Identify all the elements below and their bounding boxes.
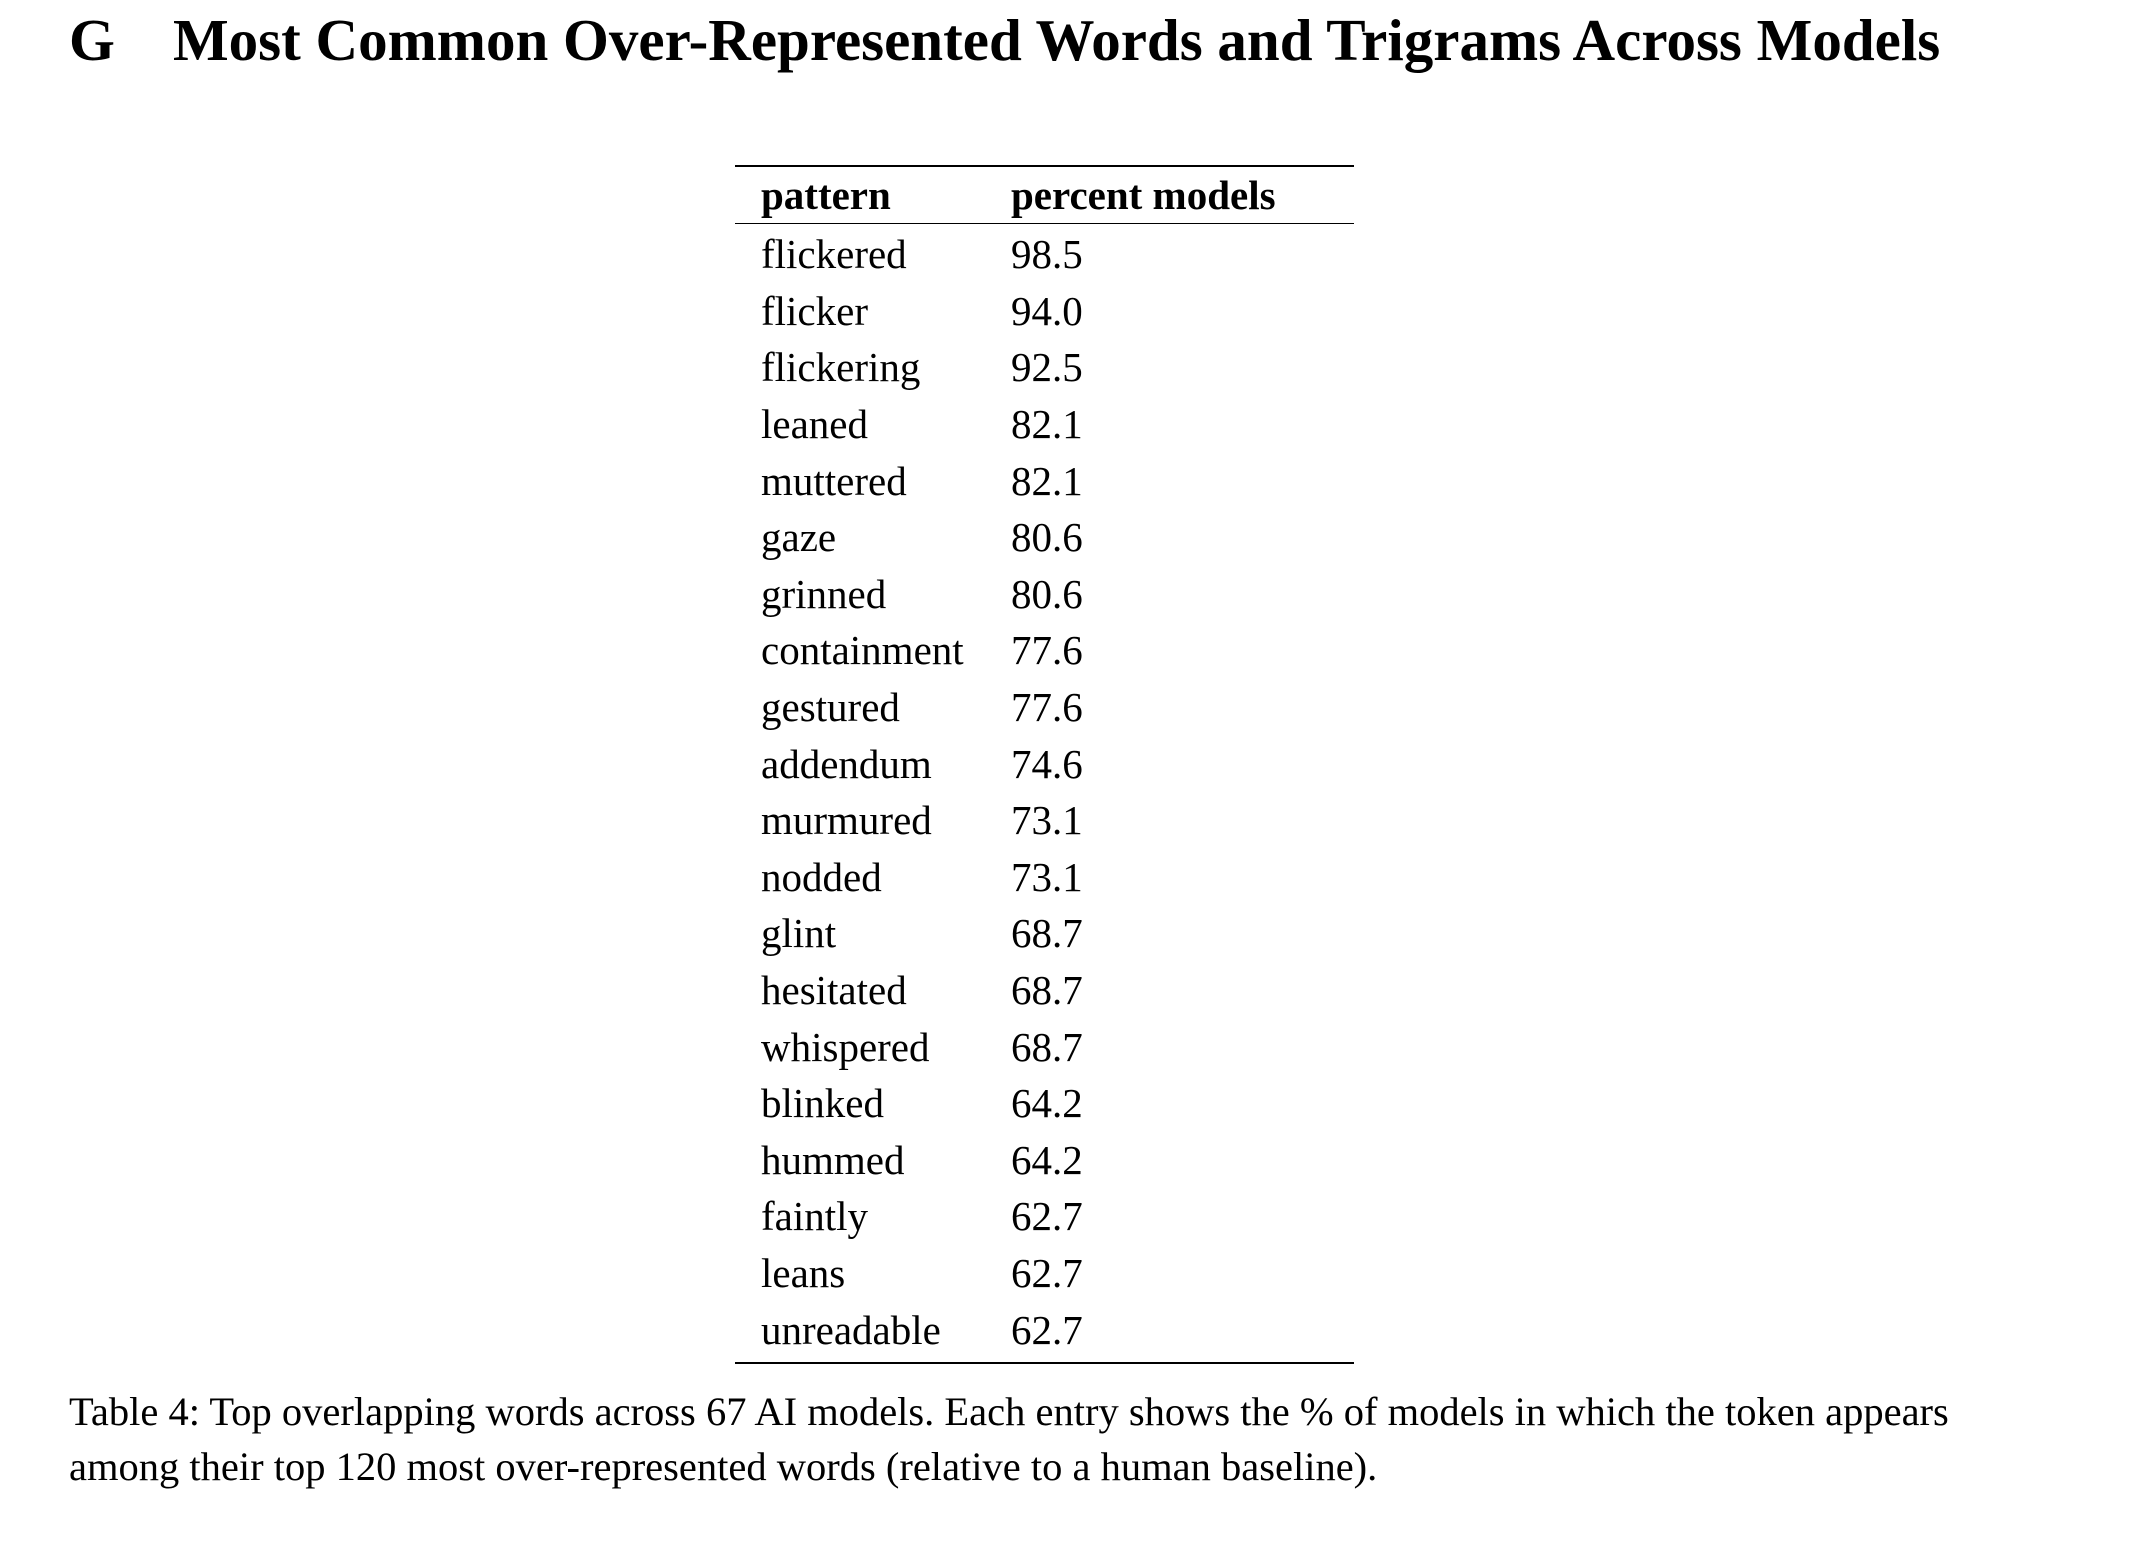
cell-percent: 73.1: [1011, 797, 1083, 844]
cell-pattern: whispered: [761, 1023, 930, 1070]
cell-pattern: leans: [761, 1249, 846, 1296]
cell-percent: 82.1: [1011, 457, 1083, 504]
cell-percent: 68.7: [1011, 910, 1083, 957]
table-row: hesitated 68.7: [735, 962, 1354, 1019]
table-row: gestured 77.6: [735, 679, 1354, 736]
table-row: faintly 62.7: [735, 1188, 1354, 1245]
cell-percent: 82.1: [1011, 401, 1083, 448]
cell-pattern: gaze: [761, 514, 837, 561]
cell-percent: 92.5: [1011, 344, 1083, 391]
cell-percent: 77.6: [1011, 627, 1083, 674]
table-row: blinked 64.2: [735, 1075, 1354, 1132]
header-pattern: pattern: [761, 172, 891, 218]
cell-percent: 74.6: [1011, 740, 1083, 787]
cell-pattern: murmured: [761, 797, 932, 844]
table-row: whispered 68.7: [735, 1018, 1354, 1075]
cell-pattern: unreadable: [761, 1306, 941, 1353]
cell-pattern: grinned: [761, 570, 887, 617]
table-row: glint 68.7: [735, 905, 1354, 962]
results-table: pattern percent models flickered 98.5 flic…: [735, 165, 1354, 1364]
table-row: leans 62.7: [735, 1245, 1354, 1302]
cell-percent: 68.7: [1011, 1023, 1083, 1070]
cell-pattern: blinked: [761, 1080, 884, 1127]
cell-pattern: addendum: [761, 740, 932, 787]
table-row: murmured 73.1: [735, 792, 1354, 849]
cell-percent: 98.5: [1011, 231, 1083, 278]
cell-pattern: containment: [761, 627, 964, 674]
cell-pattern: gestured: [761, 684, 900, 731]
header-percent-models: percent models: [1011, 172, 1276, 218]
cell-percent: 94.0: [1011, 287, 1083, 334]
table-caption: Table 4: Top overlapping words across 67…: [69, 1389, 1949, 1489]
section-number: G: [69, 7, 115, 73]
cell-pattern: flicker: [761, 287, 868, 334]
cell-percent: 77.6: [1011, 684, 1083, 731]
cell-pattern: hummed: [761, 1136, 905, 1183]
cell-pattern: glint: [761, 910, 837, 957]
cell-pattern: faintly: [761, 1193, 869, 1240]
table-row: muttered 82.1: [735, 452, 1354, 509]
cell-percent: 73.1: [1011, 853, 1083, 900]
table-row: flickered 98.5: [735, 226, 1354, 283]
table-row: gaze 80.6: [735, 509, 1354, 566]
cell-pattern: flickered: [761, 231, 907, 278]
table-header: pattern percent models: [735, 167, 1354, 224]
table-row: leaned 82.1: [735, 396, 1354, 453]
cell-percent: 64.2: [1011, 1080, 1083, 1127]
cell-percent: 62.7: [1011, 1249, 1083, 1296]
cell-percent: 80.6: [1011, 514, 1083, 561]
table-row: nodded 73.1: [735, 849, 1354, 906]
cell-pattern: hesitated: [761, 967, 907, 1014]
cell-pattern: flickering: [761, 344, 921, 391]
cell-pattern: leaned: [761, 401, 868, 448]
cell-percent: 80.6: [1011, 570, 1083, 617]
cell-percent: 68.7: [1011, 967, 1083, 1014]
table-body: flickered 98.5 flicker 94.0 flickering 92.5 le…: [735, 224, 1354, 1362]
section-heading: G Most Common Over-Represented Words and …: [69, 4, 1940, 76]
cell-pattern: muttered: [761, 457, 907, 504]
table-row: flickering 92.5: [735, 339, 1354, 396]
table-row: unreadable 62.7: [735, 1301, 1354, 1358]
table-row: hummed 64.2: [735, 1132, 1354, 1189]
cell-percent: 62.7: [1011, 1193, 1083, 1240]
cell-percent: 64.2: [1011, 1136, 1083, 1183]
section-title: Most Common Over-Represented Words and T…: [173, 7, 1941, 73]
cell-percent: 62.7: [1011, 1306, 1083, 1353]
table-row: containment 77.6: [735, 622, 1354, 679]
table-row: addendum 74.6: [735, 735, 1354, 792]
table-row: grinned 80.6: [735, 566, 1354, 623]
cell-pattern: nodded: [761, 853, 882, 900]
table-row: flicker 94.0: [735, 283, 1354, 340]
